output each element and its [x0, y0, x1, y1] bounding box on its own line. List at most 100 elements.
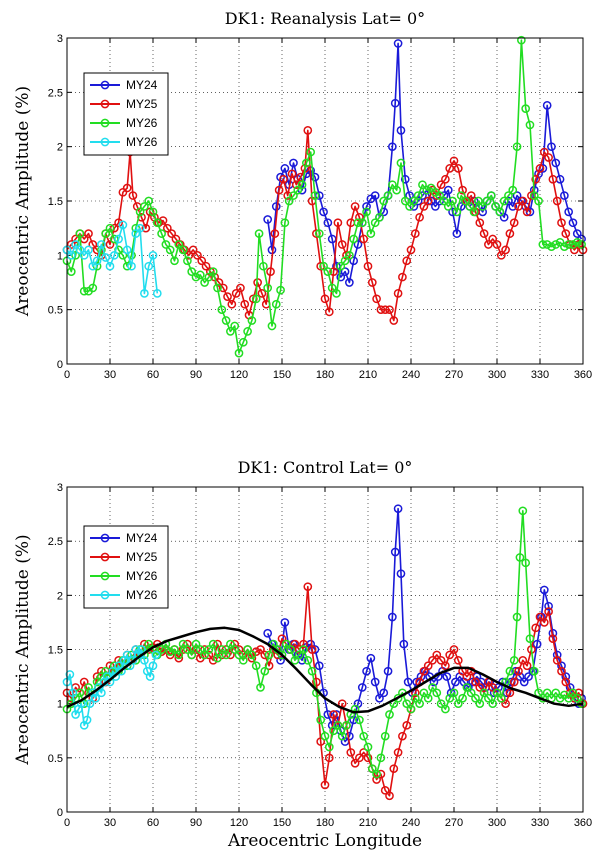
y-tick-label: 2.5 — [48, 536, 63, 548]
data-point — [508, 185, 518, 195]
data-point — [492, 240, 502, 249]
data-point — [423, 661, 433, 671]
data-point — [283, 191, 293, 200]
data-point — [564, 240, 574, 249]
data-point — [499, 212, 509, 222]
data-point — [561, 229, 571, 238]
data-point — [148, 207, 158, 217]
data-point — [118, 250, 128, 260]
data-point — [345, 250, 354, 260]
data-point — [303, 126, 313, 135]
data-point — [221, 316, 231, 325]
data-point — [320, 294, 330, 304]
x-tick-label: 120 — [230, 369, 248, 381]
data-point — [299, 639, 308, 649]
data-point — [392, 185, 402, 195]
data-point — [426, 183, 436, 193]
data-point — [422, 185, 432, 195]
x-tick-label: 330 — [531, 369, 549, 381]
data-point — [97, 240, 106, 249]
data-point — [505, 666, 515, 676]
series-line — [266, 42, 583, 284]
data-point — [491, 202, 500, 211]
data-point — [452, 229, 462, 238]
data-point — [539, 585, 549, 595]
data-point — [432, 688, 442, 698]
data-point — [406, 704, 416, 714]
data-point — [449, 688, 459, 698]
data-point — [398, 731, 407, 741]
data-point — [140, 655, 149, 665]
data-point — [88, 283, 98, 293]
data-point — [263, 215, 273, 224]
data-point — [564, 207, 574, 217]
data-point — [342, 720, 351, 730]
data-point — [572, 693, 582, 703]
legend-label: MY26 — [126, 569, 158, 583]
data-point — [277, 634, 287, 644]
data-point — [75, 245, 85, 255]
data-point — [542, 101, 552, 110]
data-point — [488, 234, 498, 244]
data-point — [303, 655, 313, 665]
y-tick-label: 3 — [57, 33, 63, 45]
data-point — [353, 218, 363, 228]
data-point — [66, 250, 76, 260]
x-tick-label: 0 — [64, 369, 70, 381]
x-tick-label: 30 — [104, 817, 116, 829]
data-point — [263, 283, 273, 293]
legend-label: MY25 — [126, 97, 158, 111]
data-point — [271, 202, 281, 211]
x-tick-label: 180 — [316, 817, 334, 829]
data-point — [512, 142, 522, 152]
x-tick-label: 180 — [316, 369, 334, 381]
data-point — [88, 261, 98, 271]
data-point — [289, 158, 298, 168]
y-tick-label: 2 — [57, 142, 63, 154]
data-point — [496, 250, 506, 260]
data-point — [570, 245, 579, 255]
y-tick-label: 1.5 — [48, 645, 63, 657]
data-point — [367, 764, 377, 774]
data-point — [145, 672, 155, 681]
data-point — [251, 661, 261, 671]
data-point — [362, 202, 371, 211]
data-point — [453, 164, 463, 173]
data-point — [505, 229, 515, 238]
data-point — [522, 207, 532, 217]
data-point — [350, 758, 360, 768]
data-point — [310, 191, 320, 200]
data-point — [402, 699, 412, 709]
data-point — [385, 305, 394, 315]
data-point — [436, 655, 446, 665]
data-point — [409, 196, 419, 206]
data-point — [170, 645, 179, 654]
data-point — [396, 126, 406, 135]
data-point — [319, 207, 328, 217]
data-point — [323, 710, 333, 719]
data-point — [372, 775, 381, 784]
data-point — [539, 147, 549, 157]
data-point — [403, 677, 413, 687]
data-point — [135, 223, 145, 233]
data-point — [217, 645, 227, 654]
data-point — [441, 704, 450, 714]
data-point — [475, 218, 485, 228]
data-point — [65, 670, 75, 679]
legend-label: MY24 — [126, 78, 158, 92]
data-point — [329, 726, 338, 736]
data-point — [379, 196, 389, 206]
data-point — [436, 699, 446, 709]
data-point — [482, 196, 492, 206]
data-point — [375, 693, 384, 703]
data-point — [79, 250, 89, 260]
data-point — [544, 153, 553, 162]
data-point — [208, 639, 218, 649]
data-point — [114, 218, 123, 228]
data-point — [419, 202, 429, 211]
x-tick-label: 30 — [104, 369, 116, 381]
data-point — [415, 212, 424, 222]
data-point — [363, 742, 373, 752]
data-point — [247, 316, 257, 325]
data-point — [372, 769, 381, 779]
